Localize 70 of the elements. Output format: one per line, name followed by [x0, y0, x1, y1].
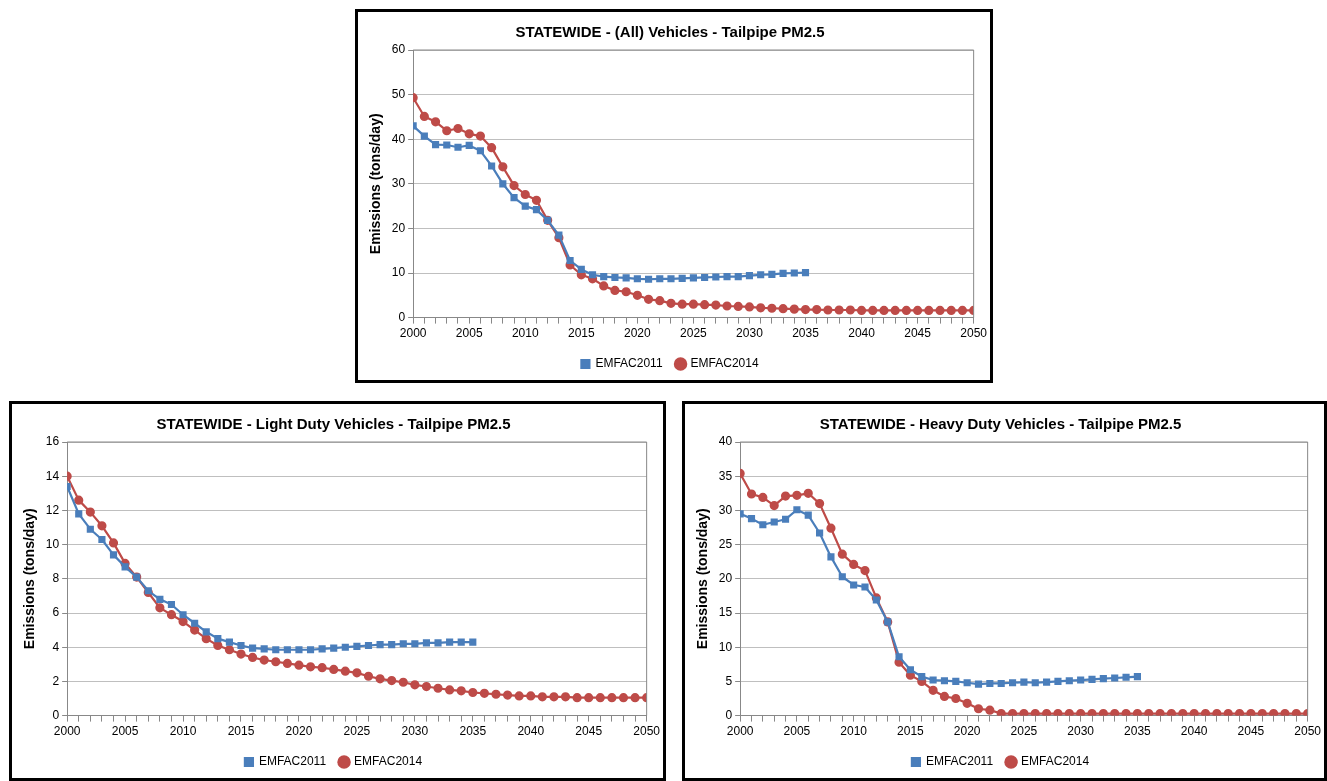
y-tick-label: 30 — [391, 176, 406, 191]
x-tick-label: 2050 — [633, 724, 661, 739]
x-tick-label: 2025 — [1010, 724, 1038, 739]
legend-label: EMFAC2014 — [690, 356, 759, 371]
legend-label: EMFAC2014 — [1021, 754, 1090, 769]
y-tick-label: 16 — [45, 434, 60, 449]
x-tick-label: 2010 — [511, 326, 539, 341]
x-tick-label: 2040 — [1180, 724, 1208, 739]
y-tick-label: 40 — [718, 434, 733, 449]
y-tick-label: 4 — [52, 639, 60, 654]
x-tick-label: 2035 — [792, 326, 820, 341]
legend-label: EMFAC2011 — [595, 356, 663, 371]
y-tick-label: 0 — [398, 309, 406, 324]
x-tick-label: 2015 — [227, 724, 255, 739]
y-tick-label: 20 — [391, 220, 406, 235]
x-tick-label: 2020 — [285, 724, 313, 739]
y-tick-label: 2 — [52, 673, 60, 688]
x-tick-label: 2040 — [517, 724, 545, 739]
legend-label: EMFAC2014 — [354, 754, 423, 769]
y-tick-label: 40 — [391, 131, 406, 146]
y-tick-label: 30 — [718, 502, 733, 517]
y-tick-label: 60 — [391, 42, 406, 57]
x-tick-label: 2030 — [736, 326, 764, 341]
legend-label: EMFAC2011 — [925, 754, 994, 769]
y-tick-label: 50 — [391, 86, 406, 101]
x-tick-label: 2045 — [575, 724, 603, 739]
x-tick-label: 2050 — [960, 326, 988, 341]
y-tick-label: 6 — [52, 605, 60, 620]
chart-title: STATEWIDE - (All) Vehicles - Tailpipe PM2.5 — [515, 23, 825, 41]
y-tick-label: 35 — [718, 468, 733, 483]
x-tick-label: 2000 — [726, 724, 754, 739]
y-tick-label: 15 — [718, 605, 733, 620]
x-tick-label: 2000 — [53, 724, 81, 739]
chart-title: STATEWIDE - Heavy Duty Vehicles - Tailpipe PM2.5 — [819, 415, 1182, 433]
y-axis-title: Emissions (tons/day) — [21, 508, 38, 650]
y-tick-label: 10 — [718, 639, 733, 654]
y-tick-label: 0 — [725, 707, 733, 722]
x-tick-label: 2015 — [567, 326, 595, 341]
y-tick-label: 25 — [718, 536, 733, 551]
y-tick-label: 10 — [391, 265, 406, 280]
x-tick-label: 2010 — [169, 724, 197, 739]
x-tick-label: 2045 — [904, 326, 932, 341]
legend-label: EMFAC2011 — [258, 754, 327, 769]
x-tick-label: 2045 — [1237, 724, 1265, 739]
x-tick-label: 2005 — [783, 724, 811, 739]
x-tick-label: 2025 — [680, 326, 708, 341]
x-tick-label: 2035 — [1124, 724, 1152, 739]
y-tick-label: 12 — [45, 502, 60, 517]
x-tick-label: 2030 — [401, 724, 429, 739]
y-axis-title: Emissions (tons/day) — [367, 113, 384, 255]
x-tick-label: 2000 — [399, 326, 427, 341]
chart-title: STATEWIDE - Light Duty Vehicles - Tailpipe PM2.5 — [156, 415, 511, 433]
x-tick-label: 2020 — [953, 724, 981, 739]
x-tick-label: 2020 — [624, 326, 652, 341]
x-tick-label: 2035 — [459, 724, 487, 739]
x-tick-label: 2005 — [111, 724, 139, 739]
y-tick-label: 10 — [45, 536, 60, 551]
x-tick-label: 2015 — [897, 724, 925, 739]
y-tick-label: 20 — [718, 571, 733, 586]
y-axis-title: Emissions (tons/day) — [694, 508, 711, 650]
x-tick-label: 2010 — [840, 724, 868, 739]
y-tick-label: 8 — [52, 571, 60, 586]
x-tick-label: 2030 — [1067, 724, 1095, 739]
y-tick-label: 14 — [45, 468, 60, 483]
x-tick-label: 2040 — [848, 326, 876, 341]
y-tick-label: 0 — [52, 707, 60, 722]
x-tick-label: 2050 — [1294, 724, 1322, 739]
x-tick-label: 2005 — [455, 326, 483, 341]
x-tick-label: 2025 — [343, 724, 371, 739]
y-tick-label: 5 — [725, 673, 733, 688]
